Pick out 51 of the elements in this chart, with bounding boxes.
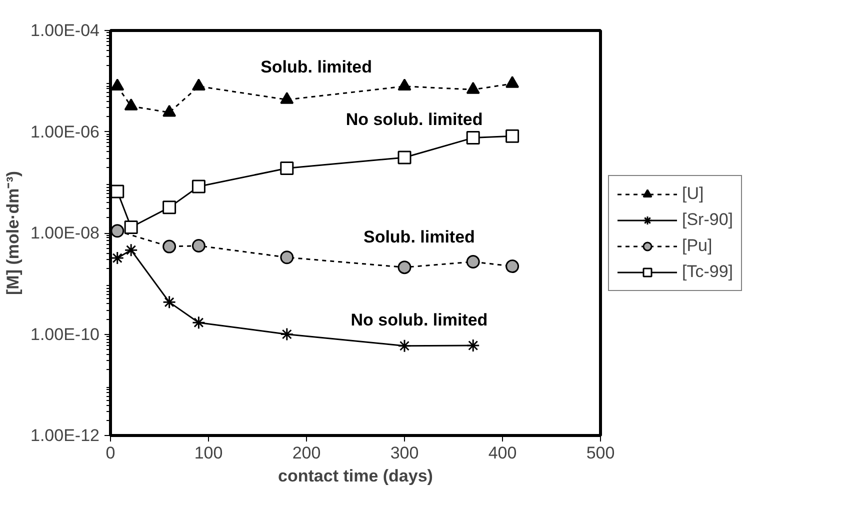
y-tick-label: 1.00E-10 xyxy=(30,324,100,344)
point xyxy=(110,224,124,238)
point xyxy=(506,260,520,274)
point xyxy=(110,184,124,198)
x-tick-label: 500 xyxy=(586,444,615,462)
annotation: No solub. limited xyxy=(346,110,483,130)
point xyxy=(398,260,412,274)
annotation: Solub. limited xyxy=(260,57,372,76)
point xyxy=(192,316,206,330)
point xyxy=(506,129,520,143)
legend-label: [Tc-99] xyxy=(682,262,734,282)
y-tick-label: 1.00E-12 xyxy=(30,426,100,445)
point xyxy=(192,180,206,194)
point xyxy=(398,339,412,353)
point xyxy=(192,78,206,91)
point xyxy=(280,162,294,176)
point xyxy=(466,82,480,94)
point xyxy=(466,255,480,269)
y-tick-label: 1.00E-04 xyxy=(30,21,100,40)
x-tick-label: 0 xyxy=(106,444,116,462)
point xyxy=(280,92,294,104)
point xyxy=(110,251,124,265)
x-tick-label: 300 xyxy=(390,444,419,462)
y-tick-label: 1.00E-08 xyxy=(30,224,100,242)
point xyxy=(110,78,124,91)
point xyxy=(124,220,138,234)
point xyxy=(124,98,138,110)
x-tick-label: 200 xyxy=(292,444,321,462)
legend-label: [Pu] xyxy=(682,236,712,256)
point xyxy=(506,76,520,88)
point xyxy=(162,200,176,214)
point xyxy=(466,131,480,145)
point xyxy=(192,239,206,252)
x-tick-label: 100 xyxy=(194,444,223,462)
annotation: No solub. limited xyxy=(350,310,488,330)
y-axis-title: [M] (mole·dm⁻³) xyxy=(4,170,23,296)
legend-label: [Sr-90] xyxy=(682,210,734,230)
annotation: Solub. limited xyxy=(363,228,475,247)
point xyxy=(162,104,176,117)
point xyxy=(398,78,412,91)
point xyxy=(162,240,176,254)
point xyxy=(280,250,294,264)
point xyxy=(398,150,412,164)
legend-label: [U] xyxy=(682,184,704,204)
point xyxy=(124,243,138,257)
y-tick-label: 1.00E-06 xyxy=(30,122,100,142)
x-tick-label: 400 xyxy=(488,444,517,462)
x-axis-title: contact time (days) xyxy=(278,466,433,486)
point xyxy=(162,295,176,309)
point xyxy=(466,338,480,352)
point xyxy=(280,328,294,341)
